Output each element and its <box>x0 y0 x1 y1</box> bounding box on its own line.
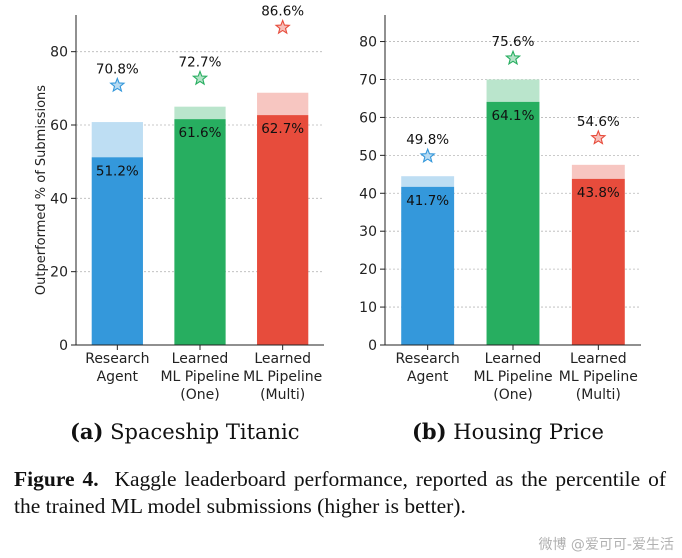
bar <box>174 119 226 345</box>
best-value-label: 86.6% <box>261 3 304 19</box>
x-tick-label-line: Research <box>85 351 149 367</box>
best-value-label: 75.6% <box>492 34 535 50</box>
x-tick-label: Learned ML Pipeline (Multi) <box>243 351 322 403</box>
watermark: 微博 @爱可可-爱生活 <box>538 537 674 553</box>
bar-mean-label: 43.8% <box>577 185 620 201</box>
subcaption-a-letter: (a) <box>70 419 104 444</box>
figure-caption: Figure 4. Kaggle leaderboard performance… <box>14 466 666 520</box>
x-tick-label: Learned ML Pipeline (One) <box>473 351 552 403</box>
subcaption-a-title: Spaceship Titanic <box>110 420 300 444</box>
y-tick-label: 30 <box>359 224 377 240</box>
best-value-label: 70.8% <box>96 61 139 77</box>
bar-upper-band <box>91 122 143 158</box>
bar-upper-band <box>401 176 455 187</box>
bar <box>486 101 540 346</box>
subcaption-a: (a) Spaceship Titanic <box>70 419 300 444</box>
y-tick-label: 60 <box>359 110 377 126</box>
best-star-marker <box>274 18 291 35</box>
y-tick-label: 80 <box>359 35 377 51</box>
bar-mean-label: 62.7% <box>261 121 304 137</box>
bar-upper-band <box>257 92 309 116</box>
x-tick-label: Learned ML Pipeline (One) <box>160 351 239 403</box>
bar <box>91 157 143 345</box>
x-tick-label-line: ML Pipeline <box>473 369 552 385</box>
best-star-marker <box>419 147 436 164</box>
x-tick-label-line: Learned <box>172 351 229 367</box>
subcaption-b-title: Housing Price <box>453 420 604 444</box>
best-value-label: 72.7% <box>179 54 222 70</box>
best-star-marker <box>191 69 209 86</box>
caption-label: Figure 4. <box>14 467 99 491</box>
best-value-label: 54.6% <box>577 114 620 130</box>
chart-a: 0 20 40 60 80 51.2% 70.8% Research Agent 61.6% 72.… <box>34 3 324 403</box>
best-star-marker <box>504 49 522 66</box>
y-axis-label: Outperformed % of Submissions <box>34 85 49 295</box>
x-tick-label-line: (Multi) <box>576 387 621 403</box>
y-tick-label: 80 <box>50 45 68 61</box>
y-tick-label: 50 <box>359 148 377 164</box>
y-tick-label: 20 <box>359 262 377 278</box>
bar-upper-band <box>571 164 625 179</box>
bar <box>401 186 455 345</box>
y-tick-label: 70 <box>359 72 377 88</box>
y-tick-label: 60 <box>50 118 68 134</box>
x-tick-label: Research Agent <box>85 351 149 385</box>
x-tick-label: Learned ML Pipeline (Multi) <box>559 351 638 403</box>
chart-b: 0 10 20 30 40 50 60 70 80 41.7% 49.8% Research Agent… <box>359 15 641 403</box>
y-tick-label: 0 <box>368 338 377 354</box>
best-value-label: 49.8% <box>406 132 449 148</box>
bar-mean-label: 41.7% <box>406 193 449 209</box>
figure-charts: 0 20 40 60 80 51.2% 70.8% Research Agent 61.6% 72.… <box>34 3 641 403</box>
x-tick-label-line: ML Pipeline <box>243 369 322 385</box>
caption-text: Kaggle leaderboard performance, reported… <box>14 467 667 518</box>
bar-mean-label: 51.2% <box>96 163 139 179</box>
subcaption-b-letter: (b) <box>412 419 447 444</box>
x-tick-label-line: (Multi) <box>260 387 305 403</box>
x-tick-label-line: Agent <box>97 369 139 385</box>
x-tick-label-line: Agent <box>407 369 449 385</box>
x-tick-label-line: (One) <box>493 387 532 403</box>
x-tick-label: Research Agent <box>396 351 460 385</box>
y-tick-label: 10 <box>359 300 377 316</box>
x-tick-label-line: ML Pipeline <box>160 369 239 385</box>
x-tick-label-line: Research <box>396 351 460 367</box>
bar-mean-label: 61.6% <box>179 125 222 141</box>
bar-upper-band <box>486 79 540 102</box>
x-tick-label-line: Learned <box>485 351 542 367</box>
x-tick-label-line: ML Pipeline <box>559 369 638 385</box>
y-tick-label: 20 <box>50 265 68 281</box>
y-tick-label: 40 <box>359 186 377 202</box>
y-tick-label: 0 <box>59 338 68 354</box>
best-star-marker <box>590 129 607 145</box>
best-star-marker <box>109 76 126 93</box>
x-tick-label-line: Learned <box>570 351 627 367</box>
bar <box>257 115 309 345</box>
x-tick-label-line: (One) <box>180 387 219 403</box>
bar <box>571 178 625 345</box>
bar-mean-label: 64.1% <box>492 108 535 124</box>
x-tick-label-line: Learned <box>254 351 311 367</box>
subcaption-b: (b) Housing Price <box>412 419 604 444</box>
y-tick-label: 40 <box>50 191 68 207</box>
bar-upper-band <box>174 106 226 120</box>
